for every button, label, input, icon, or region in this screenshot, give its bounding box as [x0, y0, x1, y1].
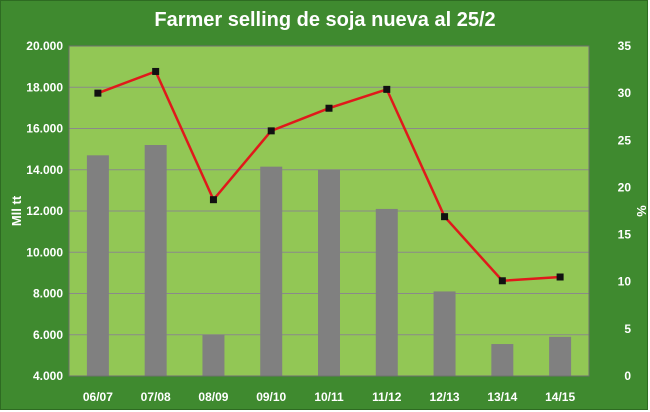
y-axis-title: Mll tt [9, 195, 24, 226]
y2-axis-title: % [634, 205, 649, 217]
line-marker [209, 196, 217, 204]
x-tick-label: 08/09 [198, 390, 228, 404]
y-tick-label: 6.000 [33, 328, 63, 342]
x-tick-label: 07/08 [141, 390, 171, 404]
y-tick-label: 18.000 [26, 80, 63, 94]
line-marker [152, 67, 160, 75]
axes: 4.000 6.000 8.000 10.000 12.000 14.000 16.000 1… [9, 39, 649, 404]
y-tick-label: 12.000 [26, 204, 63, 218]
line-marker [94, 89, 102, 97]
line-marker [325, 104, 333, 112]
y-tick-label: 16.000 [26, 122, 63, 136]
chart-title: Farmer selling de soja nueva al 25/2 [154, 9, 496, 31]
x-tick-label: 09/10 [256, 390, 286, 404]
line-marker [383, 85, 391, 93]
y-tick-label: 20.000 [26, 39, 63, 53]
y2-tick-label: 5 [624, 322, 631, 336]
bar [202, 334, 225, 376]
bar [549, 336, 572, 376]
line-marker [556, 273, 564, 281]
bar [375, 208, 398, 376]
x-tick-label: 10/11 [314, 390, 344, 404]
bar [260, 166, 283, 376]
y2-tick-label: 20 [618, 180, 632, 194]
x-tick-label: 06/07 [83, 390, 113, 404]
bar [491, 344, 514, 376]
line-marker [441, 213, 449, 221]
x-tick-label: 13/14 [487, 390, 517, 404]
y2-tick-label: 0 [624, 369, 631, 383]
y2-tick-label: 15 [618, 228, 632, 242]
bar [318, 169, 340, 376]
y-tick-label: 10.000 [26, 245, 63, 259]
bar [144, 145, 167, 376]
bar [433, 291, 456, 376]
x-tick-label: 12/13 [430, 390, 460, 404]
y2-tick-label: 10 [618, 275, 632, 289]
bar-series [86, 145, 572, 376]
y-tick-label: 14.000 [26, 163, 63, 177]
y-tick-label: 4.000 [33, 369, 63, 383]
y2-tick-label: 30 [618, 86, 632, 100]
line-series [94, 67, 564, 285]
line-marker [267, 127, 275, 135]
y2-tick-label: 25 [618, 133, 632, 147]
bar [86, 155, 109, 376]
x-tick-label: 11/12 [372, 390, 402, 404]
y-tick-label: 8.000 [33, 287, 63, 301]
plot-border [68, 45, 590, 377]
y2-tick-label: 35 [618, 39, 632, 53]
line-marker [498, 277, 506, 285]
x-tick-label: 14/15 [545, 390, 575, 404]
